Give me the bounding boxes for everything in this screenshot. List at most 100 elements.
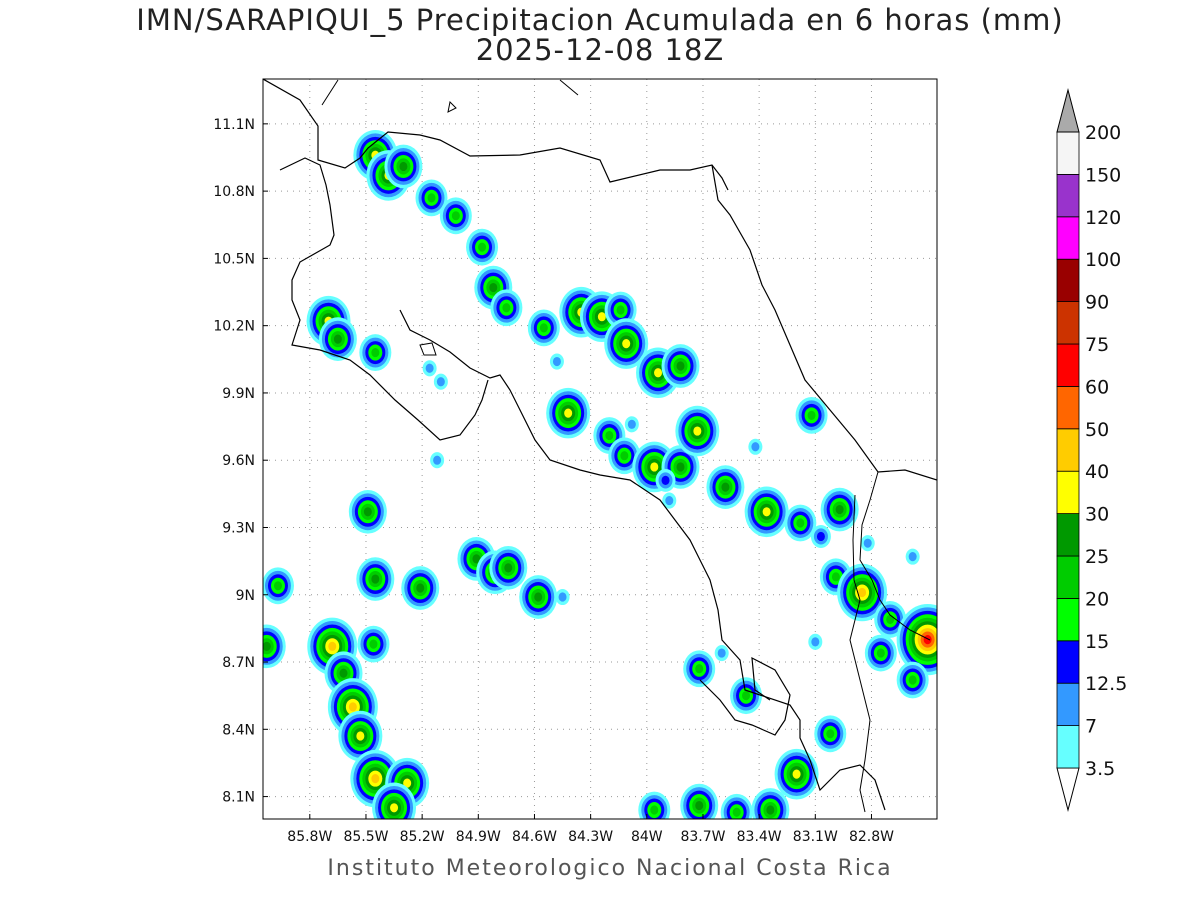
precip-cell	[555, 588, 570, 606]
precip-contour	[676, 462, 685, 472]
precip-cell	[348, 489, 387, 534]
precip-cell	[608, 437, 641, 475]
colorbar-label: 75	[1085, 334, 1109, 356]
colorbar-swatch	[1056, 258, 1080, 303]
precip-cell	[372, 782, 417, 819]
precip-cell	[820, 487, 859, 532]
precip-cell	[327, 678, 378, 736]
precip-cell	[359, 334, 392, 371]
precip-contour	[796, 518, 805, 528]
precip-contour	[539, 323, 548, 333]
precip-contour	[654, 368, 663, 378]
precip-cell	[263, 567, 294, 605]
precip-contour	[403, 778, 412, 788]
lat-tick-label: 8.1N	[222, 790, 255, 806]
colorbar-swatch	[1056, 301, 1080, 345]
precip-cell	[784, 504, 817, 542]
colorbar-swatch	[1056, 725, 1080, 769]
precip-cell	[350, 749, 401, 808]
lat-tick-label: 9.3N	[222, 520, 255, 536]
map-subtitle-date: 2025-12-08 18Z	[475, 33, 725, 67]
colorbar-label: 15	[1085, 631, 1109, 653]
precip-contour	[478, 242, 487, 252]
lon-tick-label: 85.2W	[400, 829, 445, 845]
precip-cell	[661, 344, 700, 388]
lat-tick-label: 10.2N	[213, 319, 255, 335]
precip-cell	[338, 710, 383, 762]
precip-contour	[923, 635, 932, 645]
precip-contour	[399, 161, 408, 172]
colorbar-label: 50	[1085, 419, 1109, 441]
precip-contour	[622, 339, 631, 349]
lat-tick-label: 10.5N	[213, 251, 255, 267]
precip-contour	[558, 592, 567, 602]
precip-contour	[762, 507, 771, 517]
precip-contour	[665, 495, 674, 506]
precip-cell	[814, 715, 847, 753]
precip-cell	[905, 548, 920, 565]
colorbar-label: 30	[1085, 504, 1109, 526]
lat-tick-label: 10.8N	[213, 184, 255, 200]
precip-cell	[896, 661, 929, 699]
colorbar-swatch	[1056, 555, 1080, 599]
precip-cell	[466, 228, 499, 266]
precip-cell	[638, 791, 671, 819]
precip-cell	[519, 575, 558, 619]
precip-cell	[808, 633, 823, 650]
precip-contour	[333, 334, 342, 344]
precip-contour	[858, 587, 867, 598]
colorbar-swatch	[1056, 173, 1080, 218]
precip-contour	[695, 664, 704, 674]
precip-cell	[810, 524, 831, 548]
lat-tick-label: 11.1N	[213, 117, 255, 133]
precip-cell	[263, 624, 286, 669]
precip-contour	[451, 211, 460, 221]
colorbar-label: 100	[1085, 249, 1121, 271]
colorbar-high-arrow	[1056, 88, 1080, 133]
precip-contour	[732, 807, 741, 817]
precip-contour	[552, 356, 561, 367]
colorbar-swatch	[1056, 470, 1080, 515]
precip-cell	[318, 317, 357, 361]
colorbar-label: 20	[1085, 588, 1109, 610]
precip-cell	[415, 179, 448, 217]
colorbar-swatch	[1056, 682, 1080, 727]
precip-cell	[439, 197, 472, 235]
footer-credit: Instituto Meteorologico Nacional Costa R…	[327, 856, 893, 881]
lon-tick-label: 82.8W	[849, 829, 894, 845]
precip-cell	[655, 468, 676, 492]
colorbar-swatch	[1056, 131, 1080, 175]
colorbar-swatch	[1056, 640, 1080, 684]
colorbar-swatch	[1056, 343, 1080, 387]
precip-cell	[837, 563, 888, 622]
precip-contour	[650, 462, 659, 472]
precip-contour	[676, 361, 685, 371]
precip-contour	[627, 419, 636, 429]
precip-contour	[339, 668, 348, 678]
precip-contour	[742, 691, 751, 701]
precip-cell	[795, 396, 828, 434]
lon-tick-label: 83.4W	[737, 829, 782, 845]
precip-contour	[328, 641, 337, 651]
precip-cell	[744, 486, 789, 538]
precip-cell	[706, 465, 745, 509]
precip-cell	[751, 788, 790, 819]
precip-cell	[675, 405, 720, 457]
precip-contour	[886, 614, 895, 625]
lat-tick-label: 9N	[236, 588, 255, 604]
precip-contour	[273, 581, 282, 591]
colorbar-swatch	[1056, 428, 1080, 472]
precip-contour	[826, 729, 835, 739]
colorbar-swatch	[1056, 513, 1080, 557]
precip-cell	[604, 291, 637, 329]
colorbar-swatch	[1056, 598, 1080, 642]
precip-cell	[422, 360, 437, 377]
colorbar-label: 3.5	[1085, 758, 1115, 780]
precip-contour	[650, 805, 659, 815]
precip-cell	[683, 650, 716, 688]
precip-contour	[792, 769, 801, 779]
precip-contour	[695, 800, 704, 811]
precip-cell	[864, 634, 897, 672]
precip-cell	[356, 557, 395, 601]
precip-contour	[831, 572, 840, 582]
